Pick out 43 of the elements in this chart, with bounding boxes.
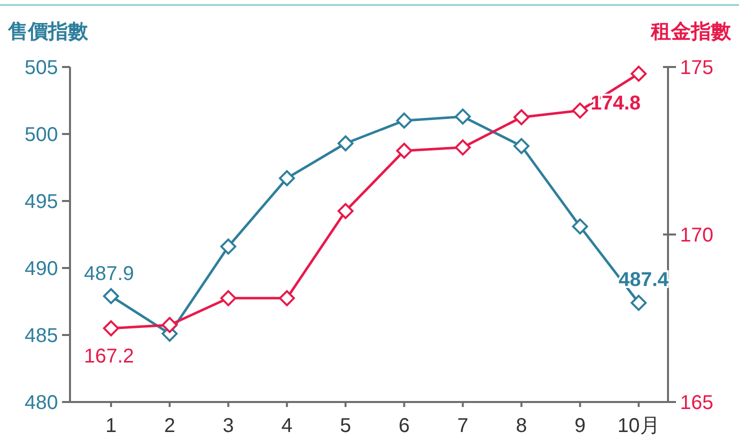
x-tick-label: 9	[574, 415, 586, 437]
y-tick-label: 505	[24, 57, 58, 79]
point	[630, 294, 647, 311]
point	[220, 290, 236, 306]
point	[162, 316, 178, 333]
point	[278, 290, 295, 306]
y2-tick-label: 170	[680, 224, 714, 246]
point	[278, 170, 295, 186]
y-tick-label: 490	[24, 258, 58, 280]
x-tick-label: 4	[281, 415, 292, 437]
y-tick-label: 495	[24, 191, 58, 213]
data-label: 167.2	[84, 345, 134, 368]
point	[103, 288, 120, 304]
x-tick-label: 6	[398, 415, 410, 437]
x-tick-label: 2	[164, 415, 176, 437]
y-tick-label: 500	[24, 124, 58, 146]
x-tick-label: 8	[516, 415, 527, 437]
y2-axis-title: 租金指數	[650, 21, 732, 43]
point	[338, 203, 354, 220]
point	[396, 112, 412, 129]
y-axis-title: 售價指數	[7, 21, 89, 43]
point	[220, 238, 236, 255]
x-tick-label: 5	[340, 415, 352, 437]
data-label: 487.9	[84, 263, 134, 286]
point	[572, 218, 588, 234]
y-tick-label: 485	[24, 325, 58, 347]
point	[572, 102, 588, 119]
point	[630, 66, 647, 82]
y2-tick-label: 165	[680, 392, 714, 414]
y-tick-label: 480	[24, 392, 58, 414]
point	[513, 109, 530, 126]
point	[513, 138, 530, 154]
x-tick-label: 3	[222, 415, 234, 437]
data-label: 174.8	[590, 92, 641, 115]
point	[338, 135, 354, 152]
point	[454, 139, 471, 156]
y2-tick-label: 175	[680, 57, 714, 79]
point	[103, 320, 120, 336]
point	[396, 142, 412, 159]
x-tick-label: 7	[457, 415, 468, 437]
x-tick-label: 1	[105, 415, 117, 437]
point	[454, 108, 471, 125]
x-tick-label: 10月	[618, 415, 660, 437]
